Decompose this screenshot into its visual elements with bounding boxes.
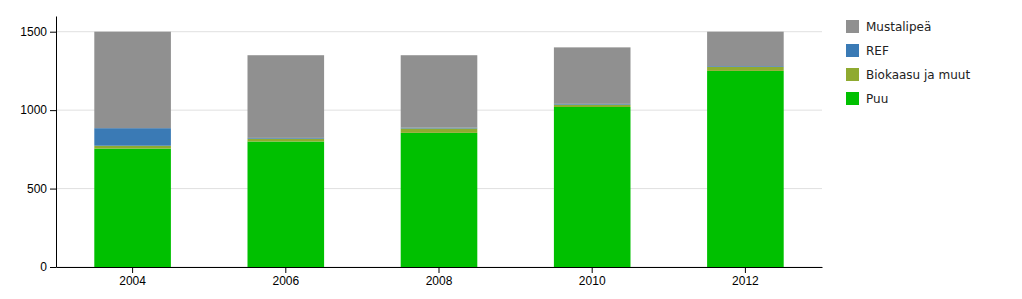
tick-label: 1500 bbox=[20, 25, 47, 39]
tick-label: 2006 bbox=[272, 274, 299, 288]
bar-segment bbox=[94, 146, 171, 149]
legend-label: Mustalipeä bbox=[866, 20, 931, 34]
bars bbox=[94, 32, 783, 267]
bar-segment bbox=[707, 67, 784, 71]
tick-label: 2008 bbox=[426, 274, 453, 288]
legend-swatch bbox=[846, 20, 859, 33]
axis-line bbox=[56, 17, 57, 268]
chart-root: 0 500 1000 1500 2004 2006 2008 2010 2012 Mustalip… bbox=[0, 0, 1022, 299]
y-tick: 1500 bbox=[20, 25, 56, 39]
legend-swatch bbox=[846, 68, 859, 81]
tick-label: 2012 bbox=[732, 274, 759, 288]
bar-segment bbox=[401, 55, 478, 127]
bar-segment bbox=[94, 32, 171, 128]
y-tick: 0 bbox=[40, 260, 56, 274]
bar-segment bbox=[401, 133, 478, 267]
tick-mark bbox=[50, 32, 56, 33]
legend-swatch bbox=[846, 44, 859, 57]
bar-segment bbox=[707, 71, 784, 267]
x-tick: 2012 bbox=[732, 267, 759, 288]
legend-item: Mustalipeä bbox=[846, 20, 931, 34]
legend-item: REF bbox=[846, 44, 889, 58]
y-axis: 0 500 1000 1500 bbox=[20, 17, 56, 275]
bar-segment bbox=[401, 128, 478, 132]
bar-segment bbox=[554, 105, 631, 107]
tick-mark bbox=[439, 267, 440, 273]
x-axis: 2004 2006 2008 2010 2012 bbox=[57, 267, 823, 288]
x-tick: 2006 bbox=[272, 267, 299, 288]
x-tick: 2010 bbox=[579, 267, 606, 288]
y-tick: 500 bbox=[27, 182, 56, 196]
bar-segment bbox=[554, 107, 631, 267]
legend-label: REF bbox=[866, 44, 889, 58]
tick-mark bbox=[285, 267, 286, 273]
legend-swatch bbox=[846, 92, 859, 105]
bar-series bbox=[94, 32, 783, 138]
x-tick: 2008 bbox=[426, 267, 453, 288]
bar-segment bbox=[94, 128, 171, 146]
legend-item: Biokaasu ja muut bbox=[846, 68, 970, 82]
tick-label: 0 bbox=[40, 260, 47, 274]
tick-mark bbox=[50, 110, 56, 111]
x-tick: 2004 bbox=[119, 267, 146, 288]
grid bbox=[56, 32, 822, 267]
bar-segment bbox=[248, 55, 325, 138]
tick-label: 2004 bbox=[119, 274, 146, 288]
bar-segment bbox=[248, 142, 325, 268]
tick-mark bbox=[50, 189, 56, 190]
legend-label: Puu bbox=[866, 92, 888, 106]
tick-label: 500 bbox=[27, 182, 47, 196]
bar-segment bbox=[248, 139, 325, 142]
legend-label: Biokaasu ja muut bbox=[866, 68, 970, 82]
tick-mark bbox=[745, 267, 746, 273]
tick-mark bbox=[132, 267, 133, 273]
bar-segment bbox=[94, 149, 171, 267]
legend-item: Puu bbox=[846, 92, 888, 106]
legend: Mustalipeä REF Biokaasu ja muut Puu bbox=[846, 20, 970, 106]
tick-label: 1000 bbox=[20, 103, 47, 117]
bar-segment bbox=[707, 32, 784, 67]
chart-svg: 0 500 1000 1500 2004 2006 2008 2010 2012 Mustalip… bbox=[0, 0, 1022, 299]
tick-mark bbox=[592, 267, 593, 273]
plot: 0 500 1000 1500 2004 2006 2008 2010 2012 bbox=[20, 17, 822, 288]
bar-segment bbox=[554, 47, 631, 103]
y-tick: 1000 bbox=[20, 103, 56, 117]
tick-mark bbox=[50, 267, 56, 268]
tick-label: 2010 bbox=[579, 274, 606, 288]
